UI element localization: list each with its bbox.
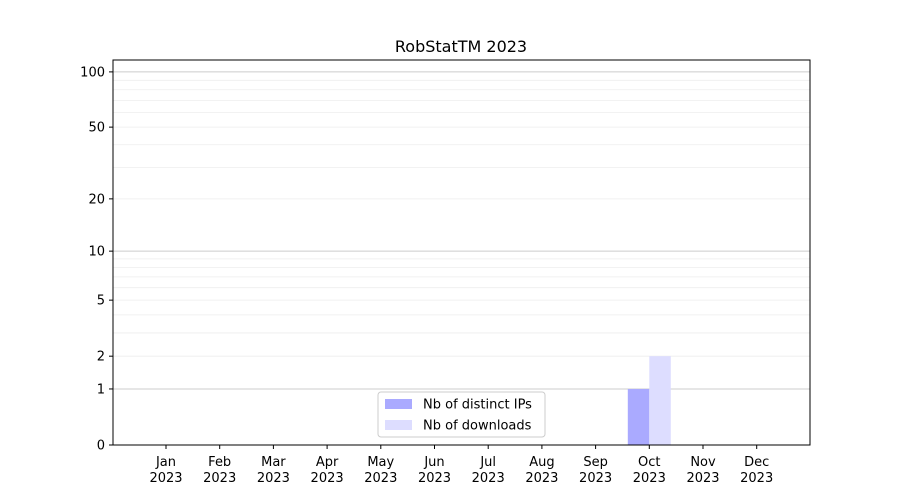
y-tick-label: 2 [97, 350, 105, 365]
bar-downloads [649, 356, 671, 445]
x-tick-label: Jul 2023 [472, 455, 505, 486]
x-tick-label: Nov 2023 [686, 455, 719, 486]
bar-distinct-ips [627, 388, 650, 445]
y-tick-label: 10 [88, 245, 105, 260]
x-tick-label: Apr 2023 [311, 455, 344, 486]
x-tick-label: Feb 2023 [203, 455, 236, 486]
x-tick-label: Mar 2023 [257, 455, 290, 486]
legend-swatch [385, 420, 412, 430]
legend-swatch [385, 399, 412, 409]
chart-title: RobStatTM 2023 [395, 37, 527, 56]
x-tick-label: Jun 2023 [418, 455, 451, 486]
x-tick-label: Jan 2023 [149, 455, 182, 486]
y-tick-label: 50 [88, 121, 105, 136]
y-tick-label: 100 [80, 65, 105, 80]
y-tick-label: 5 [97, 294, 105, 309]
legend: Nb of distinct IPs Nb of downloads [377, 391, 546, 438]
x-tick-label: Sep 2023 [579, 455, 612, 486]
x-tick-label: Aug 2023 [525, 455, 558, 486]
y-tick-label: 20 [88, 192, 105, 207]
x-tick-label: May 2023 [364, 455, 397, 486]
y-tick-label: 0 [97, 439, 105, 454]
plot-frame [112, 59, 811, 446]
legend-label: Nb of distinct IPs [423, 398, 532, 413]
y-tick-label: 1 [97, 382, 105, 397]
legend-label: Nb of downloads [423, 419, 532, 434]
x-tick-label: Oct 2023 [633, 455, 666, 486]
legend-box [377, 391, 546, 438]
x-tick-label: Dec 2023 [740, 455, 773, 486]
